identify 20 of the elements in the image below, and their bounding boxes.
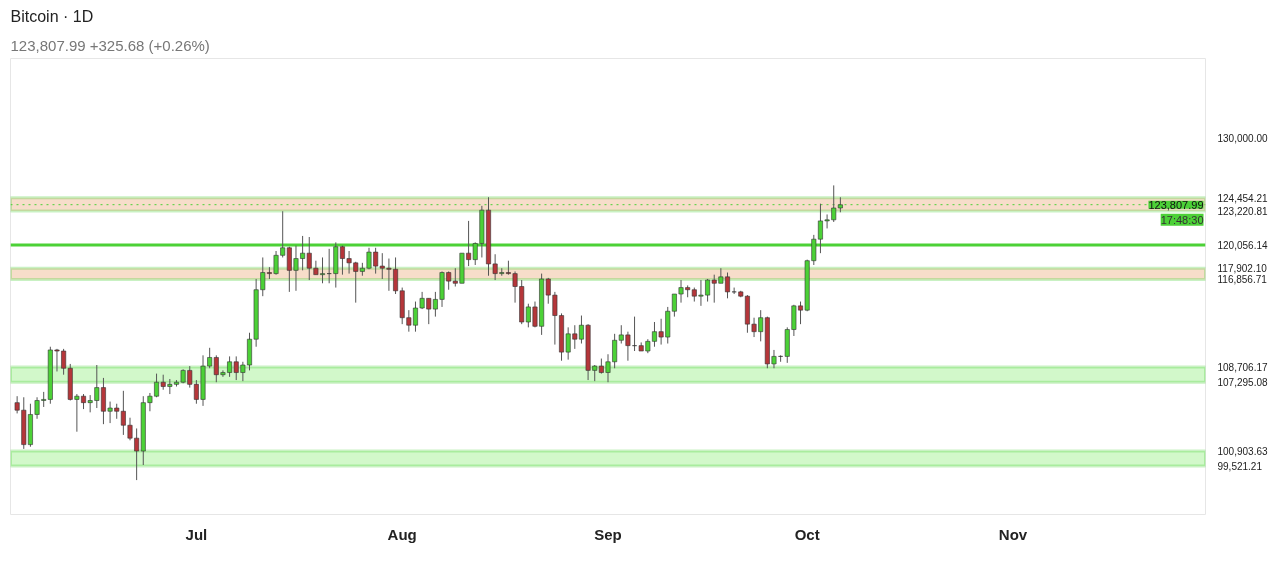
x-tick-label: Oct [794,525,820,543]
x-tick-label: Nov [998,525,1028,543]
x-tick-label: Aug [387,525,417,543]
y-tick-label: 124,454.21 [1217,192,1268,204]
y-tick-label: 100,903.63 [1217,446,1268,458]
x-tick-label: Sep [594,525,622,543]
y-tick-label: 123,220.81 [1217,205,1268,217]
y-tick-label: 130,000.00 [1217,133,1268,145]
y-tick-label: 99,521.21 [1217,460,1263,472]
annotation: 17:48:30 [1160,213,1204,226]
y-tick-label: 108,706.17 [1217,362,1268,374]
x-tick-label: Jul [185,525,208,543]
y-tick-label: 107,295.08 [1217,377,1268,389]
candlestick [731,287,737,295]
y-tick-label: 117,902.10 [1217,263,1268,275]
ref-line-label: 123,807.99 [1148,198,1204,211]
chart-title: Bitcoin · 1D [10,7,94,25]
y-tick-label: 120,056.14 [1217,240,1268,252]
chart-subtitle: 123,807.99 +325.68 (+0.26%) [10,36,210,54]
y-tick-label: 116,856.71 [1217,274,1268,286]
